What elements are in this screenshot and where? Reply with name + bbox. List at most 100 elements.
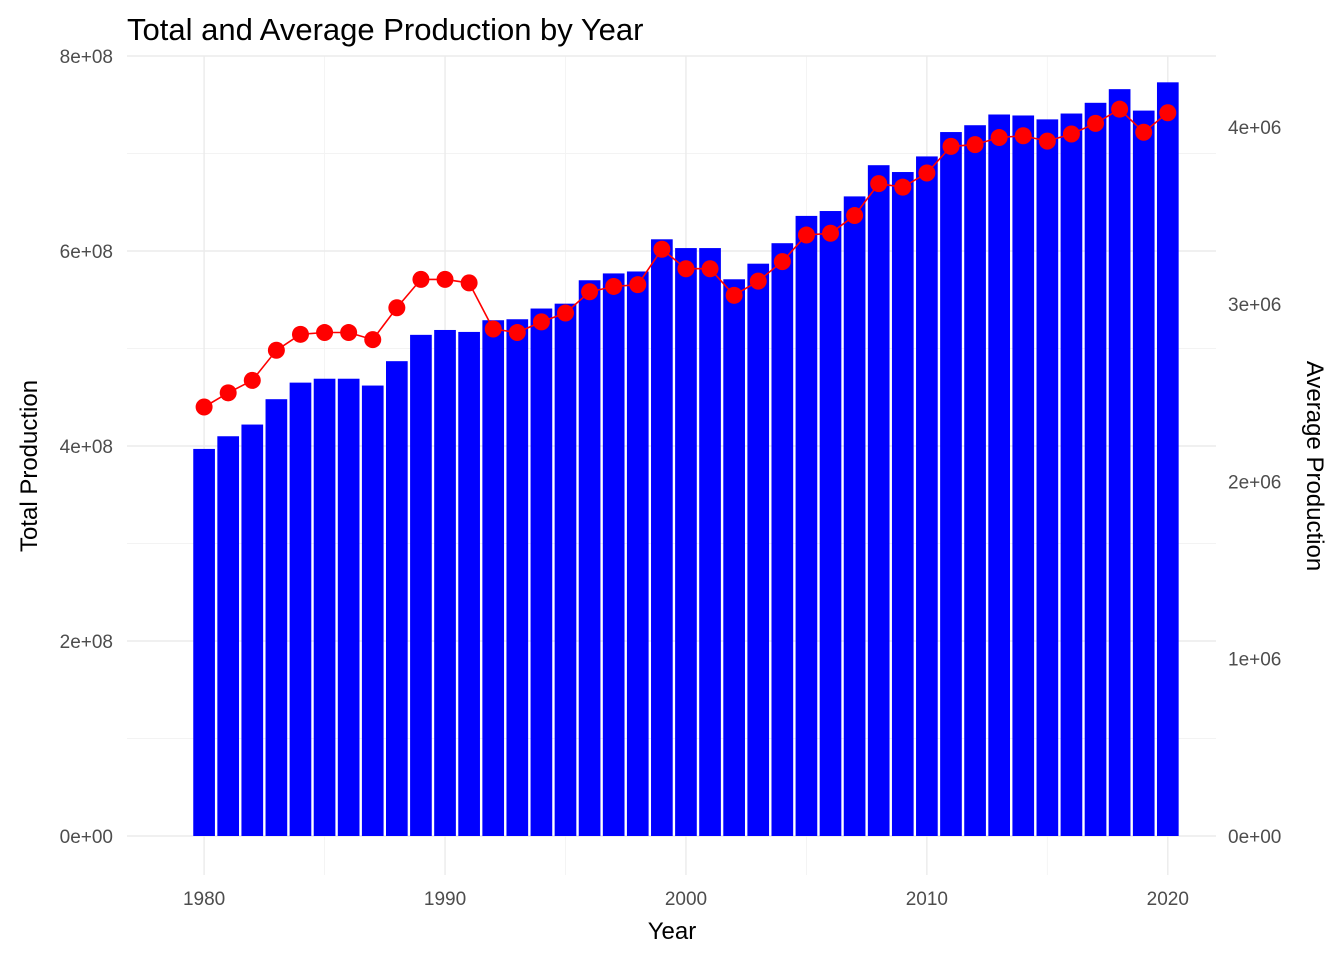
bar-1992: [482, 320, 505, 837]
average-point-1986: [340, 324, 358, 342]
average-point-1998: [629, 276, 647, 294]
average-point-1987: [364, 331, 382, 349]
average-point-2015: [1038, 132, 1056, 150]
y-tick-label-right: 2e+06: [1228, 472, 1281, 493]
bar-1989: [410, 334, 432, 836]
average-point-2009: [894, 178, 912, 196]
bar-1999: [651, 239, 673, 837]
bar-2009: [891, 172, 914, 836]
y-tick-label-right: 0e+00: [1228, 827, 1281, 848]
y-tick-label-left: 8e+08: [60, 47, 113, 68]
average-point-1985: [316, 324, 334, 342]
y-tick-label-left: 0e+00: [60, 827, 113, 848]
average-point-1992: [484, 320, 502, 338]
average-point-1995: [556, 304, 574, 322]
bar-2010: [916, 156, 938, 837]
bar-1997: [602, 273, 625, 836]
x-tick-label: 2010: [906, 889, 948, 910]
bar-1984: [289, 382, 312, 836]
bar-2004: [771, 243, 794, 836]
bar-2006: [819, 211, 842, 836]
bar-2002: [723, 279, 745, 836]
average-point-1982: [243, 371, 261, 389]
bar-2011: [940, 132, 962, 837]
bar-2014: [1012, 115, 1035, 837]
y-axis-title-left: Total Production: [16, 380, 43, 552]
average-point-1983: [267, 341, 285, 359]
y-tick-label-left: 4e+08: [60, 437, 113, 458]
bar-1993: [506, 319, 529, 836]
average-point-2003: [749, 272, 767, 290]
tick-layer: 1980 1990 2000 2010 2020 0e+00 2e+08 4e+08 6e+08…: [60, 47, 1282, 910]
bar-1983: [265, 399, 288, 836]
bar-2020: [1156, 82, 1179, 836]
bar-1985: [313, 378, 336, 836]
bar-2005: [795, 215, 818, 836]
x-tick-label: 1980: [183, 889, 225, 910]
average-point-2012: [966, 136, 984, 154]
bar-2019: [1132, 110, 1155, 837]
x-tick-label: 2000: [665, 889, 707, 910]
bar-1981: [217, 436, 240, 836]
average-point-1989: [412, 270, 430, 288]
bar-1990: [434, 329, 456, 836]
y-tick-label-right: 3e+06: [1228, 295, 1281, 316]
average-point-1997: [605, 277, 623, 295]
y-axis-title-right: Average Production: [1301, 361, 1328, 571]
average-point-2011: [942, 137, 960, 155]
y-tick-label-right: 4e+06: [1228, 118, 1281, 139]
bar-2015: [1036, 119, 1059, 836]
average-point-2017: [1087, 114, 1105, 132]
average-point-2010: [918, 164, 936, 182]
bar-layer: [193, 82, 1179, 837]
average-point-2004: [773, 253, 791, 271]
average-point-2018: [1111, 100, 1129, 118]
bar-1988: [385, 361, 408, 836]
average-point-1988: [388, 299, 406, 317]
average-point-1981: [219, 384, 237, 402]
bar-2001: [699, 248, 721, 836]
bar-1986: [337, 378, 360, 836]
average-point-1999: [653, 240, 671, 258]
bar-2013: [988, 114, 1011, 836]
average-point-2002: [725, 286, 743, 304]
average-point-1994: [532, 313, 550, 331]
average-point-2020: [1159, 104, 1177, 122]
average-point-2013: [990, 129, 1008, 147]
line-layer: [195, 100, 1177, 416]
bar-1995: [554, 303, 577, 836]
bar-1996: [578, 280, 601, 836]
average-point-1990: [436, 270, 454, 288]
average-point-2000: [677, 260, 695, 278]
bar-1987: [361, 385, 384, 836]
bar-2003: [747, 263, 770, 836]
chart-title: Total and Average Production by Year: [127, 12, 643, 47]
bar-1991: [458, 331, 480, 836]
average-point-2016: [1062, 125, 1080, 143]
bar-2008: [867, 165, 890, 836]
bar-2007: [843, 196, 866, 836]
bar-1998: [626, 271, 649, 837]
average-point-2007: [846, 207, 864, 225]
average-point-2006: [822, 224, 840, 242]
bar-1994: [530, 308, 553, 836]
y-tick-label-left: 6e+08: [60, 242, 113, 263]
average-point-2005: [797, 226, 815, 244]
average-point-2008: [870, 175, 888, 193]
bar-2018: [1108, 89, 1131, 836]
average-point-2014: [1014, 127, 1032, 145]
average-point-1984: [291, 325, 309, 343]
y-tick-label-left: 2e+08: [60, 632, 113, 653]
bar-2017: [1084, 102, 1107, 837]
bar-2000: [675, 248, 697, 836]
bar-2012: [964, 125, 986, 837]
bar-1980: [193, 448, 215, 836]
average-point-2001: [701, 260, 719, 278]
x-tick-label: 2020: [1147, 889, 1189, 910]
average-point-1993: [508, 324, 526, 342]
average-point-1991: [460, 274, 478, 292]
average-point-1996: [581, 283, 599, 301]
y-tick-label-right: 1e+06: [1228, 650, 1281, 671]
average-point-1980: [195, 398, 213, 416]
